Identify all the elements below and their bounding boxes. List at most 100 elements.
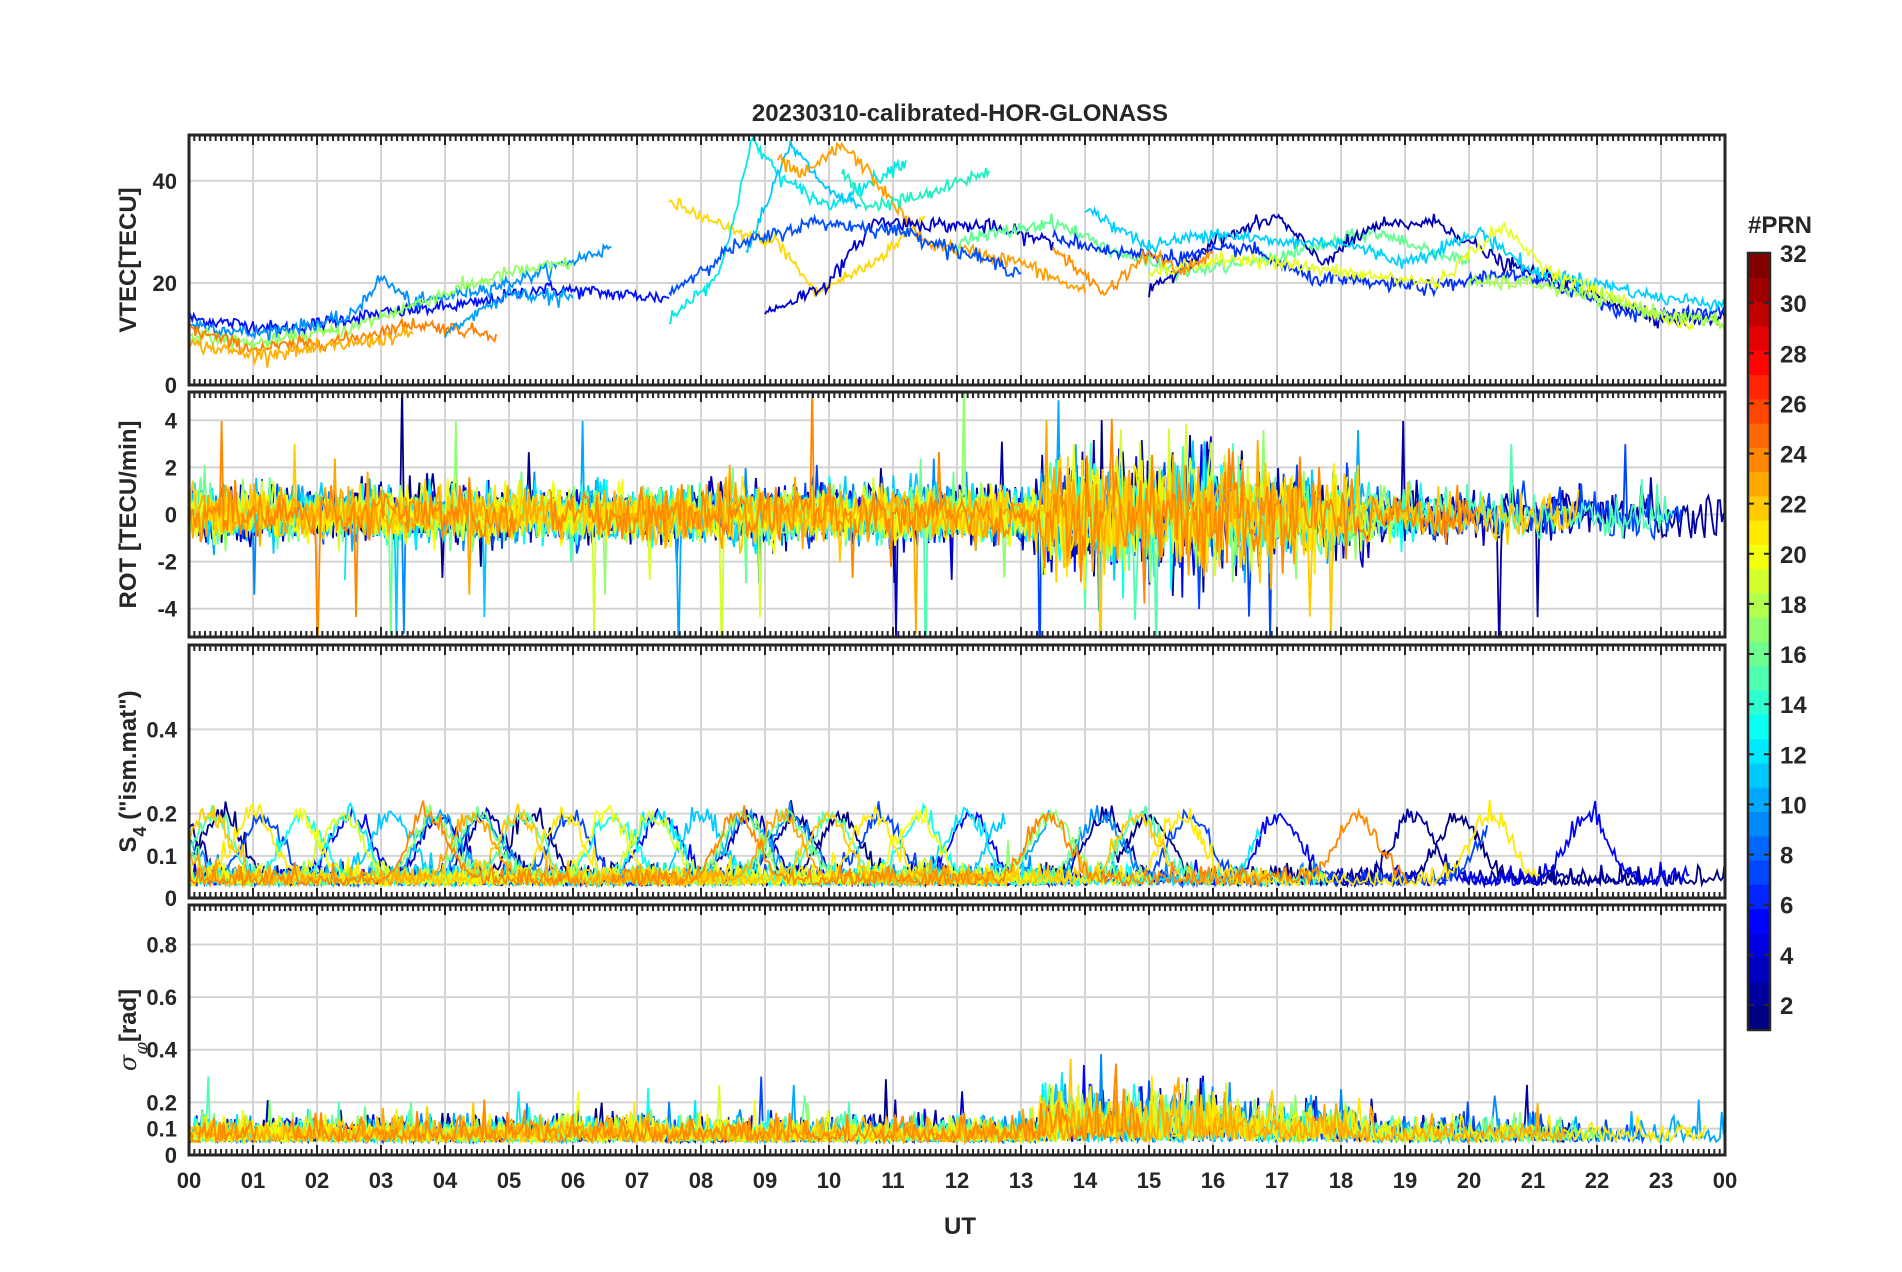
vtec-series-prn-15 (956, 213, 1470, 284)
y-tick-label: 0.2 (146, 1090, 177, 1115)
colorbar-segment (1748, 544, 1770, 570)
colorbar-tick-label: 6 (1780, 893, 1793, 920)
colorbar-segment (1748, 568, 1770, 594)
colorbar-segment (1748, 690, 1770, 715)
vtec-series-prn-16 (1468, 273, 1725, 331)
y-tick-label: 20 (153, 271, 177, 296)
x-tick-label: 12 (945, 1168, 969, 1193)
vtec-series-prn-5 (1052, 229, 1725, 326)
x-tick-label: 11 (881, 1168, 904, 1193)
colorbar-segment (1748, 787, 1770, 813)
rot-series-prn-24 (189, 420, 517, 637)
x-tick-label: 23 (1649, 1168, 1673, 1193)
colorbar-segment (1748, 981, 1770, 1007)
colorbar-segment (1748, 350, 1770, 376)
s4-series-prn-22 (373, 803, 1272, 889)
colorbar-tick-label: 8 (1780, 843, 1793, 870)
vtec-series-prn-14 (840, 167, 990, 213)
y-axis-label: VTEC[TECU] (115, 187, 142, 332)
chart-title: 20230310-calibrated-HOR-GLONASS (752, 100, 1168, 127)
sigma-series-prn-24 (287, 1063, 1142, 1145)
x-tick-label: 15 (1137, 1168, 1161, 1193)
s4-panel: 0 0.1 0.2 0.4S4 ("ism.mat") (115, 643, 1727, 911)
y-tick-label: 2 (165, 455, 177, 480)
colorbar-segment (1748, 932, 1770, 958)
colorbar-segment (1748, 957, 1770, 983)
x-tick-label: 08 (689, 1168, 713, 1193)
x-tick-label: 00 (1713, 1168, 1737, 1193)
y-tick-label: 0.6 (146, 985, 177, 1010)
colorbar-segment (1748, 301, 1770, 327)
y-tick-label: 0 (165, 373, 177, 398)
x-tick-label: 18 (1329, 1168, 1353, 1193)
s4-series-prn-24 (189, 800, 580, 889)
rot-series-prn-22 (189, 444, 843, 563)
y-tick-label: 0.4 (146, 1038, 177, 1063)
colorbar-segment (1748, 398, 1770, 424)
rot-panel: -4 -2 0 2 4 ROT [TECU/min] (115, 390, 1727, 639)
x-tick-label: 19 (1393, 1168, 1417, 1193)
y-tick-label: 0.4 (146, 717, 177, 742)
rot-series-prn-24 (548, 392, 1480, 604)
colorbar-tick-label: 16 (1780, 642, 1807, 669)
colorbar-tick-label: 2 (1780, 993, 1793, 1020)
vtec-series-prn-23 (1052, 246, 1214, 297)
colorbar-segment (1748, 447, 1770, 473)
x-tick-label: 03 (369, 1168, 393, 1193)
colorbar-segment (1748, 811, 1770, 837)
x-tick-label: 00 (177, 1168, 201, 1193)
y-tick-label: 4 (165, 408, 178, 433)
y-tick-label: 0.8 (146, 932, 177, 957)
x-tick-label: 05 (497, 1168, 521, 1193)
x-tick-label: 16 (1201, 1168, 1225, 1193)
colorbar-segment (1748, 884, 1770, 910)
x-tick-label: 07 (625, 1168, 649, 1193)
x-tick-label: 21 (1521, 1168, 1545, 1193)
colorbar-segment (1748, 1005, 1770, 1031)
y-tick-label: 0 (165, 886, 177, 911)
s4-series-prn-21 (789, 799, 1540, 888)
colorbar-segment (1748, 617, 1770, 643)
colorbar-segment (1748, 253, 1770, 278)
vtec-series-prn-22 (776, 141, 1086, 294)
y-axis-label: σφ[rad] (114, 989, 152, 1071)
rot-series-prn-7 (952, 443, 1682, 637)
x-axis-ticks: 00 01 02 03 04 05 06 07 08 09 10 11 12 13 14 15 16 17 18 19… (177, 1168, 1737, 1193)
colorbar-tick-label: 12 (1780, 742, 1807, 769)
y-tick-label: -2 (157, 550, 177, 575)
colorbar-tick-label: 18 (1780, 592, 1807, 619)
colorbar-segment (1748, 860, 1770, 885)
x-axis-label: UT (944, 1213, 976, 1240)
colorbar-segment (1748, 471, 1770, 497)
y-axis-label: ROT [TECU/min] (115, 421, 142, 609)
sigma-series-prn-23 (868, 1077, 1566, 1145)
colorbar-segment (1748, 422, 1770, 448)
colorbar-segment (1748, 835, 1770, 861)
x-tick-label: 10 (817, 1168, 841, 1193)
vtec-series-prn-11 (745, 140, 862, 254)
x-tick-label: 06 (561, 1168, 585, 1193)
sigma-panel: 00.10.2 0.4 0.6 0.8 σφ[rad] (114, 903, 1727, 1168)
colorbar-tick-label: 14 (1780, 692, 1807, 719)
colorbar-segment (1748, 592, 1770, 618)
colorbar-tick-label: 22 (1780, 492, 1807, 519)
colorbar-tick-label: 32 (1780, 241, 1807, 268)
y-tick-label: 0 (165, 1143, 177, 1168)
x-tick-label: 02 (305, 1168, 329, 1193)
colorbar-segment (1748, 495, 1770, 521)
x-tick-label: 01 (241, 1168, 265, 1193)
vtec-series-prn-7 (668, 213, 1022, 297)
y-tick-label: 0.2 (146, 802, 177, 827)
vtec-series-prn-12 (1084, 205, 1725, 313)
vtec-series-prn-20 (668, 197, 926, 298)
vtec-panel: 0 20 40 VTEC[TECU] (115, 133, 1727, 398)
x-tick-label: 22 (1585, 1168, 1609, 1193)
colorbar-tick-label: 26 (1780, 391, 1807, 418)
vtec-series-prn-21 (189, 326, 414, 368)
x-tick-label: 14 (1073, 1168, 1098, 1193)
x-tick-label: 13 (1009, 1168, 1033, 1193)
vtec-series-prn-19 (1148, 221, 1694, 331)
s4-series-prn-23 (346, 807, 993, 889)
colorbar-tick-label: 28 (1780, 341, 1807, 368)
